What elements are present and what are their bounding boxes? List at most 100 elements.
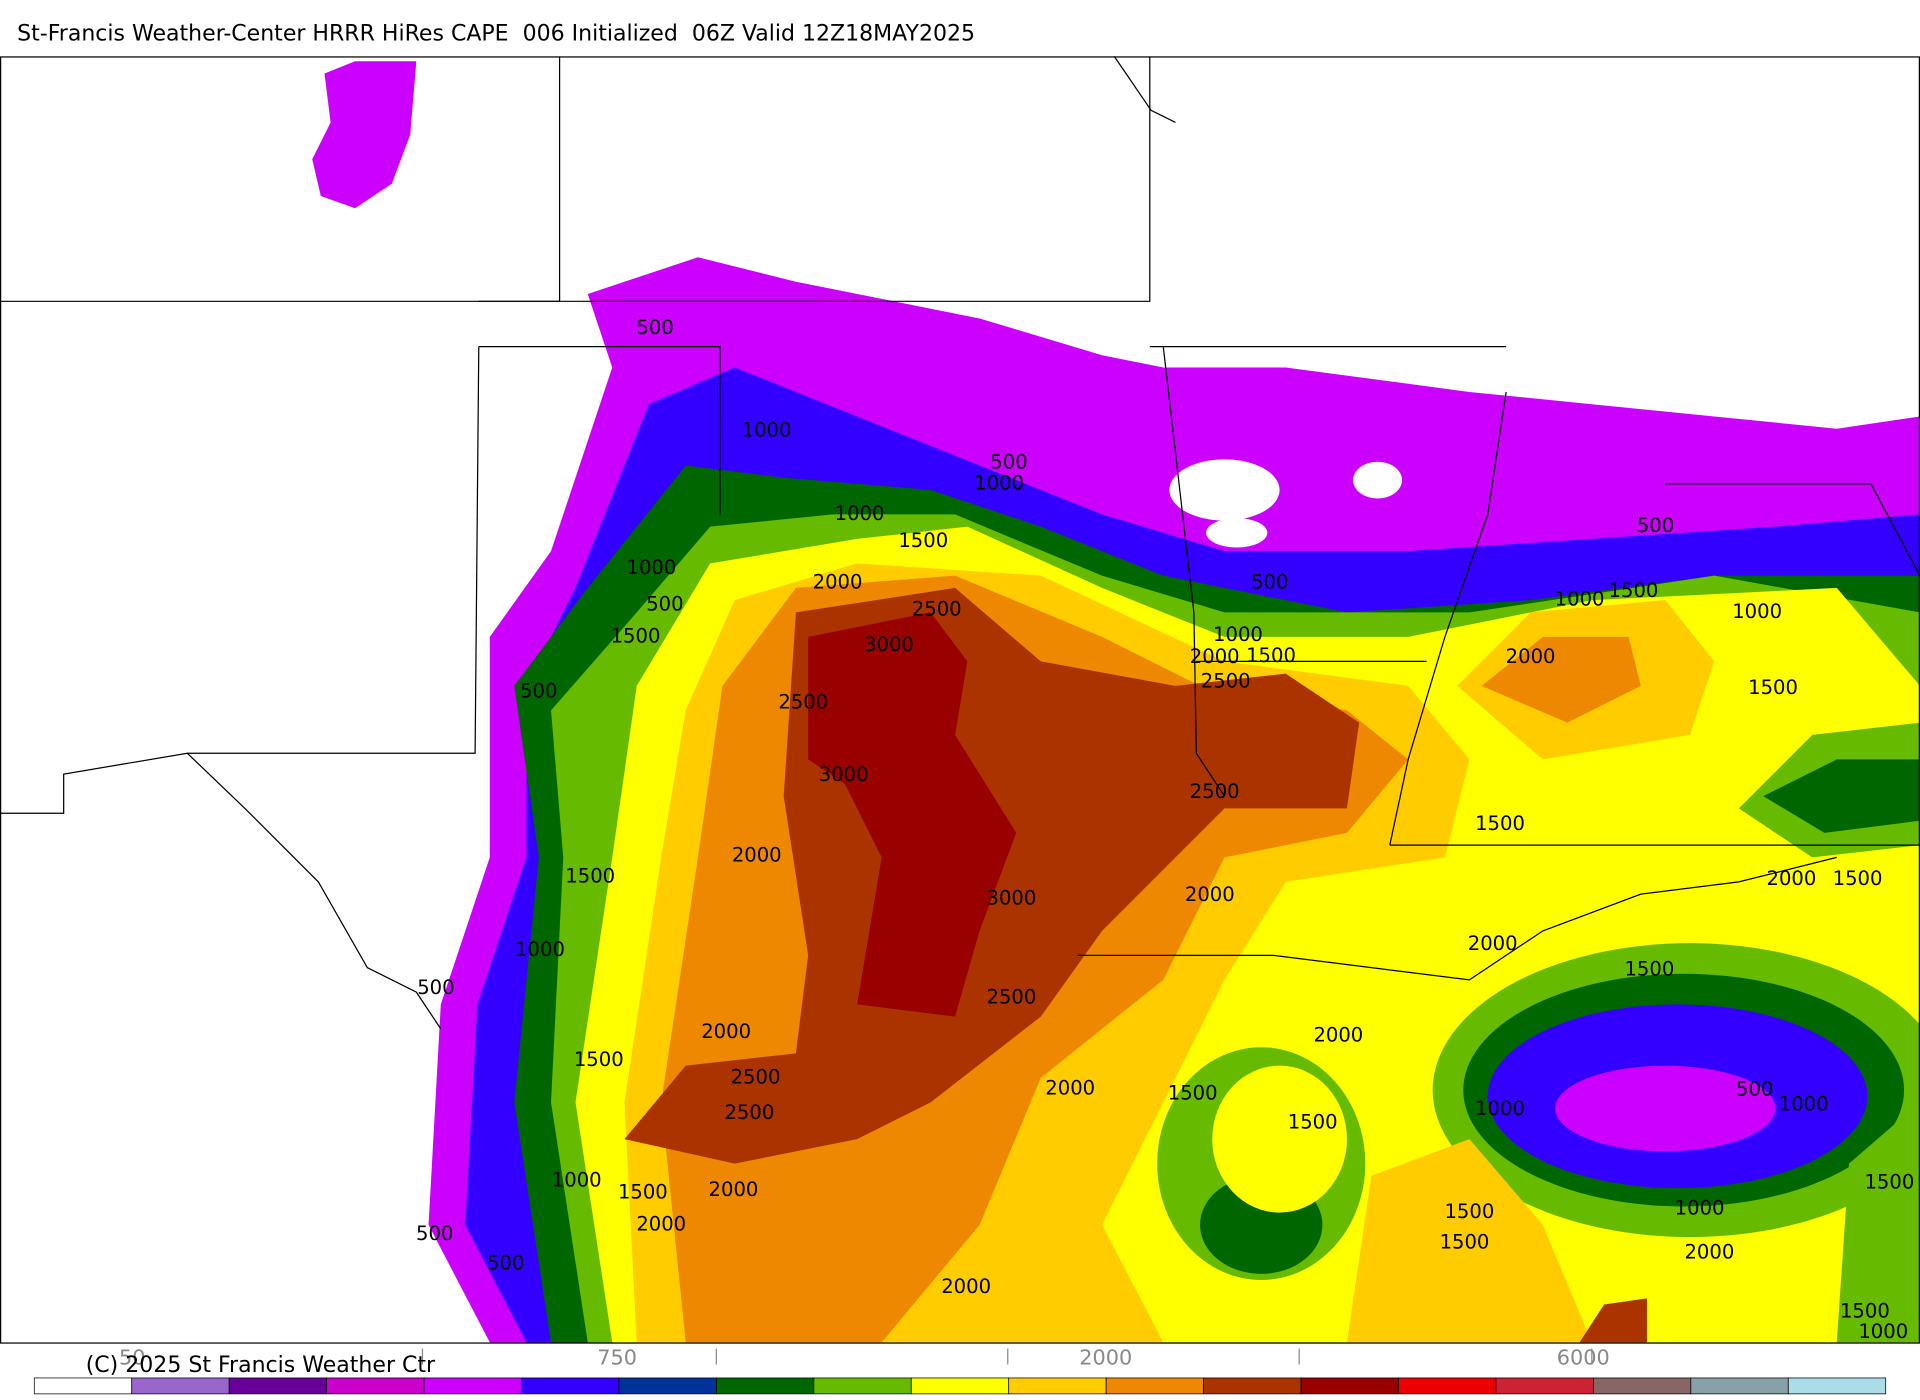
contour-label: 1500 <box>1624 958 1674 981</box>
contour-label: 1500 <box>1246 644 1296 667</box>
colorbar-swatch <box>1787 1377 1887 1395</box>
state-border <box>1389 391 1507 846</box>
state-border <box>478 56 1151 302</box>
contour-label: 2500 <box>724 1101 774 1124</box>
colorbar-swatch <box>1300 1377 1399 1395</box>
colorbar-swatch <box>1495 1377 1594 1395</box>
colorbar-swatch <box>228 1377 327 1395</box>
contour-label: 500 <box>1251 571 1288 594</box>
cape-gap <box>1353 461 1403 499</box>
contour-label: 1500 <box>574 1048 624 1071</box>
contour-label: 1000 <box>552 1168 602 1191</box>
contour-label: 1000 <box>1213 623 1263 646</box>
colorbar-swatch <box>33 1377 133 1395</box>
contour-label: 1500 <box>1288 1111 1338 1134</box>
contour-label: 1000 <box>1858 1320 1908 1343</box>
contour-label: 2000 <box>701 1020 751 1043</box>
contour-label: 1500 <box>1864 1171 1914 1194</box>
contour-label: 1000 <box>835 502 885 525</box>
cape-yellow-s <box>1212 1065 1347 1213</box>
contour-label: 2000 <box>941 1275 991 1298</box>
colorbar-label: 6000 <box>1557 1345 1610 1369</box>
contour-label: 1500 <box>1833 867 1883 890</box>
contour-label: 2000 <box>1506 645 1556 668</box>
state-border <box>1665 483 1920 576</box>
contour-label: 500 <box>1736 1078 1773 1101</box>
contour-label: 2000 <box>1190 645 1240 668</box>
contour-label: 1500 <box>898 529 948 552</box>
contour-label: 1000 <box>742 419 792 442</box>
cape-gold-se <box>1346 1139 1592 1343</box>
colorbar-swatch <box>326 1377 425 1395</box>
cape-darkred <box>808 612 1017 1017</box>
contour-label: 3000 <box>819 763 869 786</box>
contour-label: 3000 <box>987 887 1037 910</box>
colorbar-swatch <box>1008 1377 1107 1395</box>
contour-label: 1000 <box>627 556 677 579</box>
contour-label: 1000 <box>515 938 565 961</box>
contour-label: 1000 <box>1732 600 1782 623</box>
contour-label: 1500 <box>1440 1231 1490 1254</box>
colorbar-label: 50 <box>119 1345 145 1369</box>
map-frame <box>0 56 1920 1344</box>
cape-magenta-se <box>1555 1065 1776 1152</box>
contour-label: 1500 <box>565 864 615 887</box>
contour-label: 2000 <box>1767 867 1817 890</box>
colorbar-swatch <box>521 1377 620 1395</box>
contour-label: 2500 <box>912 597 962 620</box>
title: St-Francis Weather-Center HRRR HiRes CAP… <box>17 21 975 46</box>
state-border <box>478 346 721 515</box>
contour-label: 2000 <box>732 844 782 867</box>
contour-label: 2000 <box>1684 1241 1734 1264</box>
contour-label: 1000 <box>1555 588 1605 611</box>
cape-gap <box>1169 459 1280 521</box>
contour-label: 1500 <box>1475 812 1525 835</box>
contour-label: 3000 <box>864 633 914 656</box>
colorbar-swatch <box>423 1377 522 1395</box>
contour-label: 500 <box>636 316 673 339</box>
contour-label: 2000 <box>1313 1024 1363 1047</box>
contour-label: 1000 <box>974 471 1024 494</box>
cape-orange-east <box>1481 636 1641 723</box>
state-border <box>186 752 442 1030</box>
colorbar-label: 2000 <box>1079 1345 1132 1369</box>
contour-label: 2000 <box>813 571 863 594</box>
contour-label: 1000 <box>1675 1196 1725 1219</box>
contour-label: 500 <box>520 680 557 703</box>
contour-label: 2500 <box>1201 670 1251 693</box>
cape-brown-se <box>1579 1298 1647 1343</box>
contour-label: 2500 <box>778 691 828 714</box>
cape-magenta-north <box>312 61 417 209</box>
contour-label: 1500 <box>611 624 661 647</box>
copyright: (C) 2025 St Francis Weather Ctr <box>86 1353 436 1378</box>
colorbar-swatch <box>1690 1377 1789 1395</box>
cape-gap <box>1206 518 1268 548</box>
state-border <box>0 346 480 814</box>
contour-label: 500 <box>417 976 454 999</box>
contour-label: 1000 <box>1475 1097 1525 1120</box>
state-border <box>1077 856 1837 981</box>
colorbar-swatch <box>716 1377 815 1395</box>
contour-label: 500 <box>1637 514 1674 537</box>
contour-label: 2500 <box>987 986 1037 1009</box>
state-border <box>1113 55 1176 124</box>
contour-label: 1500 <box>1840 1299 1890 1322</box>
contour-label: 1500 <box>1748 676 1798 699</box>
colorbar-swatch <box>910 1377 1010 1395</box>
colorbar: 50 750 2000 6000 <box>33 1345 1887 1395</box>
colorbar-swatch <box>813 1377 912 1395</box>
colorbar-label: 750 <box>597 1345 637 1369</box>
contour-label: 2000 <box>636 1212 686 1235</box>
contour-label: 2500 <box>731 1065 781 1088</box>
cape-green-corner <box>1836 1102 1920 1343</box>
contour-label: 1500 <box>1609 579 1659 602</box>
contour-label: 2000 <box>1045 1076 1095 1099</box>
contour-label: 2000 <box>1185 883 1235 906</box>
contour-label: 500 <box>487 1252 524 1275</box>
contour-label: 1500 <box>618 1180 668 1203</box>
contour-label: 500 <box>646 593 683 616</box>
colorbar-swatch <box>1398 1377 1497 1395</box>
